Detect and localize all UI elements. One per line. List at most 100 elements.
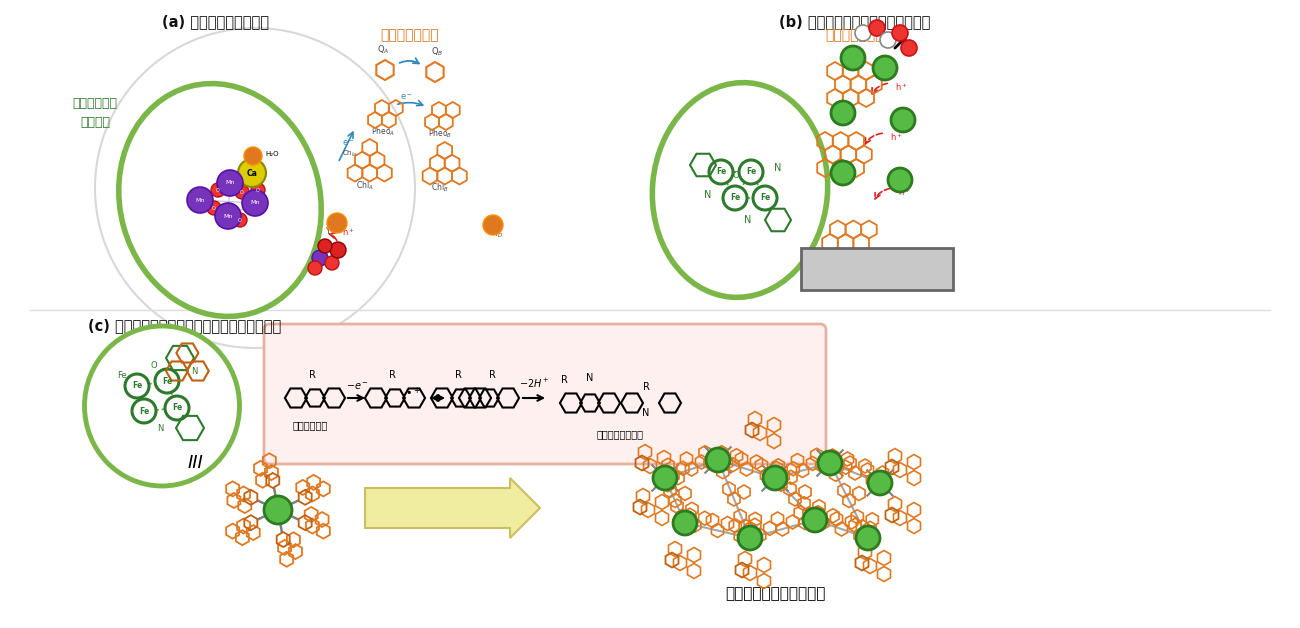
Text: Fe: Fe (172, 404, 182, 413)
Text: H₂O: H₂O (265, 151, 278, 157)
Circle shape (214, 203, 240, 229)
Text: Y$_D$: Y$_D$ (493, 228, 503, 241)
Text: カルバゾール: カルバゾール (292, 420, 328, 430)
FancyBboxPatch shape (264, 324, 826, 464)
Text: Ch$_{la}$: Ch$_{la}$ (342, 149, 358, 160)
Circle shape (308, 261, 322, 275)
Text: Pheo$_A$: Pheo$_A$ (370, 126, 395, 139)
Text: Mn: Mn (225, 180, 235, 185)
Ellipse shape (118, 84, 321, 317)
Text: R: R (455, 370, 461, 380)
FancyBboxPatch shape (801, 248, 953, 290)
Circle shape (233, 213, 247, 227)
Text: •$^+$: •$^+$ (406, 387, 421, 397)
Circle shape (330, 242, 346, 258)
Circle shape (880, 32, 896, 48)
Text: e$^-$: e$^-$ (342, 138, 355, 148)
Text: N: N (745, 215, 751, 225)
Circle shape (891, 108, 915, 132)
Text: Fe: Fe (131, 381, 142, 391)
Circle shape (818, 451, 842, 475)
Circle shape (855, 25, 871, 41)
Text: ビスカルバゾール: ビスカルバゾール (597, 429, 644, 439)
Text: Ca: Ca (247, 168, 257, 178)
Text: O: O (256, 188, 260, 193)
Text: e$^-$: e$^-$ (399, 92, 412, 102)
Text: h$^+$: h$^+$ (898, 187, 911, 198)
Circle shape (803, 508, 827, 532)
Circle shape (125, 374, 150, 398)
Circle shape (706, 448, 731, 472)
Text: N: N (775, 163, 781, 173)
Text: 電荷伝達サイト: 電荷伝達サイト (826, 28, 884, 42)
Text: 電気化学的
ポリマー化反応: 電気化学的 ポリマー化反応 (422, 489, 481, 522)
Circle shape (753, 186, 777, 210)
Text: O: O (240, 190, 244, 195)
Circle shape (738, 160, 763, 184)
Text: R: R (642, 382, 650, 392)
Circle shape (855, 526, 880, 550)
Circle shape (325, 256, 339, 270)
Text: 電極: 電極 (867, 260, 887, 278)
Text: O: O (216, 188, 220, 193)
Circle shape (708, 160, 733, 184)
Text: Chl$_A$: Chl$_A$ (356, 179, 374, 192)
Text: O: O (733, 171, 740, 180)
Text: N: N (586, 373, 594, 383)
Circle shape (217, 170, 243, 196)
Text: h$^+$: h$^+$ (891, 131, 904, 143)
Text: $-2H^+$: $-2H^+$ (519, 377, 550, 390)
Text: OEC: OEC (290, 251, 305, 260)
Text: O: O (238, 217, 242, 222)
Text: O: O (212, 205, 216, 210)
Text: Fe: Fe (760, 193, 770, 202)
Circle shape (901, 40, 916, 56)
Text: Mn: Mn (251, 200, 260, 205)
Text: Q$_B$: Q$_B$ (430, 46, 443, 58)
Circle shape (892, 25, 907, 41)
Text: Fe: Fe (729, 193, 740, 202)
Circle shape (673, 511, 697, 535)
Text: R: R (560, 375, 567, 385)
Circle shape (155, 369, 179, 393)
Circle shape (251, 183, 265, 197)
Circle shape (484, 215, 503, 235)
Text: O: O (151, 361, 157, 370)
Text: N: N (642, 408, 650, 418)
Text: h$^+$: h$^+$ (342, 226, 355, 238)
Text: Fe: Fe (117, 371, 127, 380)
Circle shape (244, 147, 263, 165)
Circle shape (207, 201, 221, 215)
Circle shape (831, 161, 855, 185)
Text: N: N (157, 424, 164, 433)
Text: $-e^-$: $-e^-$ (346, 381, 368, 392)
Text: Q$_A$: Q$_A$ (377, 44, 389, 57)
Ellipse shape (84, 326, 239, 486)
Text: Pheo$_B$: Pheo$_B$ (428, 128, 452, 141)
Circle shape (328, 213, 347, 233)
Circle shape (235, 185, 250, 199)
Circle shape (95, 28, 415, 348)
Circle shape (312, 250, 328, 266)
Text: h$^+$: h$^+$ (883, 253, 896, 265)
Text: R: R (308, 370, 316, 380)
Circle shape (264, 496, 292, 524)
Circle shape (868, 471, 892, 495)
Ellipse shape (653, 83, 828, 298)
Text: Fe: Fe (139, 406, 150, 416)
Text: Fe: Fe (716, 168, 727, 176)
Circle shape (165, 396, 188, 420)
Circle shape (738, 526, 762, 550)
Text: ポリマー型酸素発生触媒: ポリマー型酸素発生触媒 (725, 586, 826, 601)
Circle shape (133, 399, 156, 423)
Circle shape (763, 466, 786, 490)
Text: Fe: Fe (746, 168, 757, 176)
Circle shape (238, 159, 266, 187)
Circle shape (318, 239, 332, 253)
Text: Mn: Mn (224, 214, 233, 219)
Text: Y$_Z$: Y$_Z$ (325, 226, 335, 239)
Circle shape (841, 46, 864, 70)
Circle shape (868, 20, 885, 36)
Text: Chl$_B$: Chl$_B$ (432, 182, 448, 195)
Text: N: N (191, 367, 198, 376)
